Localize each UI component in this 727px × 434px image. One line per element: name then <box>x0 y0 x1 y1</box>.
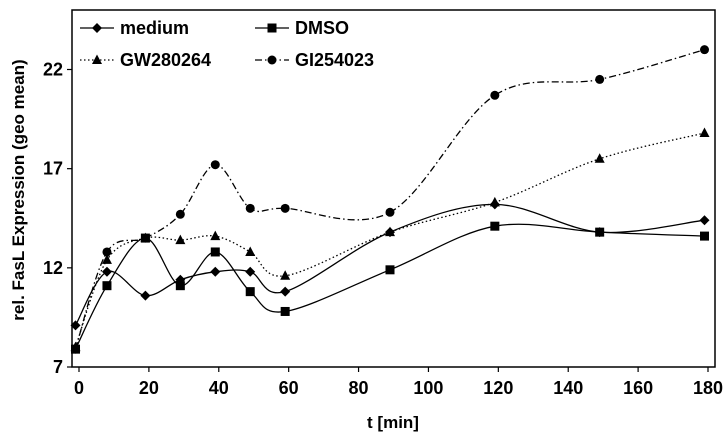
data-point-gi254023 <box>245 203 255 213</box>
legend-marker-dmso <box>267 23 277 33</box>
data-point-gw280264 <box>210 230 221 241</box>
x-tick-label: 100 <box>413 378 443 398</box>
x-tick-label: 160 <box>623 378 653 398</box>
data-point-gw280264 <box>101 254 112 264</box>
data-point-dmso <box>490 221 500 231</box>
data-point-dmso <box>245 287 255 297</box>
x-tick-label: 120 <box>483 378 513 398</box>
data-point-medium <box>70 320 81 331</box>
legend-label-gw280264: GW280264 <box>120 50 211 70</box>
x-tick-label: 140 <box>553 378 583 398</box>
data-point-gi254023 <box>700 45 710 55</box>
data-point-medium <box>280 286 291 297</box>
data-point-gi254023 <box>175 209 185 219</box>
data-point-gw280264 <box>594 153 605 163</box>
data-point-dmso <box>280 306 290 316</box>
data-point-gi254023 <box>140 233 150 243</box>
x-tick-label: 40 <box>209 378 229 398</box>
data-point-dmso <box>210 247 220 257</box>
data-point-gi254023 <box>102 247 112 257</box>
data-point-medium <box>245 266 256 277</box>
data-point-gw280264 <box>245 246 256 256</box>
legend-marker-medium <box>92 23 102 33</box>
data-point-dmso <box>102 281 112 291</box>
x-tick-label: 0 <box>74 378 84 398</box>
series-line-dmso <box>74 223 705 350</box>
data-point-medium <box>140 290 151 301</box>
legend-label-dmso: DMSO <box>295 18 349 38</box>
y-tick-label: 22 <box>43 60 63 80</box>
data-point-gi254023 <box>280 203 290 213</box>
data-point-gw280264 <box>280 270 291 280</box>
data-point-medium <box>210 266 221 277</box>
data-point-gi254023 <box>490 90 500 100</box>
legend-marker-gi254023 <box>267 55 277 65</box>
data-point-gi254023 <box>595 74 605 84</box>
data-point-gw280264 <box>175 234 186 245</box>
x-tick-label: 20 <box>139 378 159 398</box>
series-line-medium <box>74 203 705 326</box>
x-axis-title: t [min] <box>367 413 419 432</box>
legend-label-gi254023: GI254023 <box>295 50 374 70</box>
series-lines <box>74 49 705 350</box>
series-line-gi254023 <box>74 49 705 350</box>
data-point-dmso <box>385 265 395 275</box>
legend-label-medium: medium <box>120 18 189 38</box>
y-tick-label: 12 <box>43 258 63 278</box>
data-point-dmso <box>595 227 605 237</box>
data-point-medium <box>101 266 112 277</box>
data-point-dmso <box>700 231 710 241</box>
legend: medium DMSO GW280264 GI254023 <box>80 18 374 70</box>
data-point-gi254023 <box>71 344 81 354</box>
data-point-gw280264 <box>489 196 500 207</box>
data-point-gi254023 <box>385 207 395 217</box>
plot-frame <box>71 9 716 368</box>
data-point-gw280264 <box>699 127 710 137</box>
axis-ticks: 0 20 40 60 80 100 120 140 160 180 7 12 17 22 <box>43 60 723 399</box>
legend-marker-gw280264 <box>92 54 102 64</box>
data-point-dmso <box>175 281 185 291</box>
data-point-gw280264 <box>385 226 396 237</box>
x-tick-label: 80 <box>349 378 369 398</box>
x-tick-label: 60 <box>279 378 299 398</box>
y-tick-label: 17 <box>43 159 63 179</box>
data-point-medium <box>699 215 710 226</box>
series-line-gw280264 <box>74 132 705 348</box>
series-markers <box>70 45 710 354</box>
data-point-gi254023 <box>210 160 220 170</box>
x-tick-label: 180 <box>693 378 723 398</box>
y-tick-label: 7 <box>53 357 63 377</box>
y-axis-title: rel. FasL Expression (geo mean) <box>9 59 28 320</box>
